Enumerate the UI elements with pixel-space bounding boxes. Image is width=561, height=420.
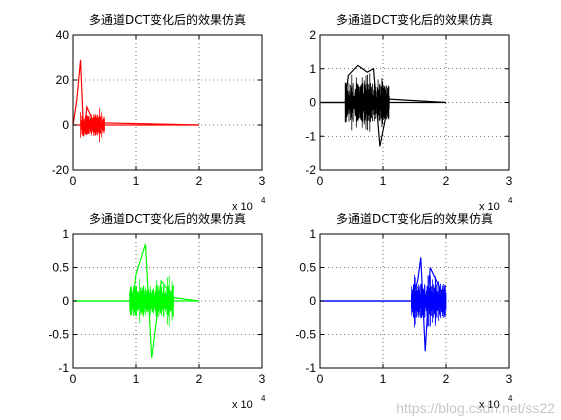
x-tick-label: 2: [196, 372, 203, 386]
chart-title: 多通道DCT变化后的效果仿真: [89, 12, 246, 27]
y-tick-label: -20: [52, 163, 70, 177]
y-tick-label: -1: [58, 361, 69, 375]
x-exponent-label: x 10: [232, 201, 253, 213]
chart-title: 多通道DCT变化后的效果仿真: [89, 211, 246, 226]
chart-title: 多通道DCT变化后的效果仿真: [336, 12, 493, 27]
x-tick-label: 2: [443, 174, 450, 188]
y-tick-label: 1: [62, 227, 69, 241]
chart-title: 多通道DCT变化后的效果仿真: [336, 211, 493, 226]
y-tick-label: -0.5: [48, 328, 69, 342]
y-tick-label: 40: [56, 28, 70, 42]
x-tick-label: 2: [443, 372, 450, 386]
y-tick-label: -1: [305, 361, 316, 375]
x-tick-label: 3: [506, 372, 513, 386]
x-exponent-label: x 10: [479, 399, 500, 411]
y-tick-label: 0: [309, 96, 316, 110]
x-tick-label: 0: [317, 174, 324, 188]
x-exponent-power: 4: [261, 394, 266, 403]
x-tick-label: 1: [133, 372, 140, 386]
watermark-text: https://blog.csdn.net/ss22: [396, 400, 555, 416]
subplot-3: 0 1 2 3 -1 -0.5 0 0.5 1 多通道DCT变化后的效果仿真 x 10 4: [48, 211, 266, 411]
y-tick-label: 20: [56, 73, 70, 87]
y-tick-label: -1: [305, 129, 316, 143]
y-tick-label: -2: [305, 163, 316, 177]
subplot-2: 0 1 2 3 -2 -1 0 1 2 多通道DCT变化后的效果仿真 x 10 4: [305, 12, 513, 213]
y-tick-label: 1: [309, 227, 316, 241]
x-exponent-power: 4: [508, 394, 513, 403]
x-tick-label: 1: [133, 174, 140, 188]
x-tick-label: 0: [70, 372, 77, 386]
x-tick-label: 2: [196, 174, 203, 188]
y-tick-label: 0: [309, 294, 316, 308]
x-tick-label: 3: [259, 174, 266, 188]
x-tick-label: 1: [380, 372, 387, 386]
subplot-4: 0 1 2 3 -1 -0.5 0 0.5 1 多通道DCT变化后的效果仿真 x 10 4: [295, 211, 513, 411]
x-tick-label: 0: [70, 174, 77, 188]
x-tick-label: 1: [380, 174, 387, 188]
x-exponent-label: x 10: [479, 201, 500, 213]
y-tick-label: -0.5: [295, 328, 316, 342]
x-tick-label: 3: [259, 372, 266, 386]
y-tick-label: 1: [309, 62, 316, 76]
plot-area: [73, 35, 262, 170]
axes-box: [72, 34, 263, 171]
y-tick-label: 0: [62, 118, 69, 132]
y-tick-label: 2: [309, 28, 316, 42]
x-tick-label: 0: [317, 372, 324, 386]
y-tick-label: 0.5: [52, 261, 69, 275]
y-tick-label: 0.5: [299, 261, 316, 275]
y-tick-label: 0: [62, 294, 69, 308]
x-tick-label: 3: [506, 174, 513, 188]
x-exponent-power: 4: [508, 196, 513, 205]
x-exponent-label: x 10: [232, 399, 253, 411]
x-exponent-power: 4: [261, 196, 266, 205]
